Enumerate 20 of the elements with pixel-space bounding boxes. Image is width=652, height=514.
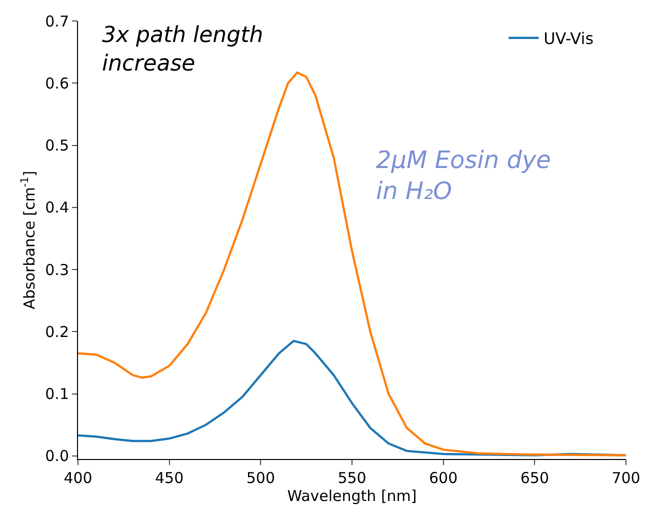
x-tick-label: 600	[429, 469, 458, 487]
line-series	[78, 71, 626, 456]
y-tick-label: 0.0	[45, 447, 69, 466]
x-tick-label: 550	[338, 469, 366, 487]
x-axis-title: Wavelength [nm]	[287, 487, 417, 505]
y-tick-label: 0.2	[45, 322, 69, 341]
x-tick-label: 450	[155, 469, 184, 487]
x-tick-label: 700	[612, 469, 640, 487]
annotation: 2μM Eosin dye in H₂O	[376, 146, 551, 206]
x-tick-label: 500	[246, 469, 275, 487]
y-tick-label: 0.5	[45, 136, 69, 155]
x-tick-label: 400	[64, 469, 92, 487]
x-tick-label: 650	[520, 469, 549, 487]
y-tick-label: 0.7	[45, 12, 69, 30]
y-tick-label: 0.6	[45, 74, 69, 92]
legend-label: UV-Vis	[544, 29, 594, 48]
y-tick-label: 0.4	[45, 198, 69, 217]
annotation: 3x path length increase	[102, 23, 264, 77]
y-tick-label: 0.1	[45, 385, 69, 404]
y-tick-label: 0.3	[45, 260, 69, 279]
